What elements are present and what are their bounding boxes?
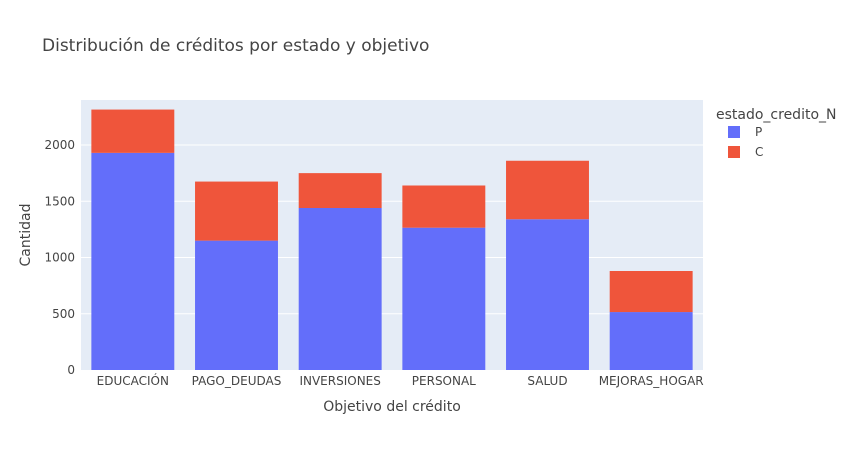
legend-label-p: P (755, 125, 762, 139)
bar-c-3 (298, 173, 382, 208)
bar-c-5 (506, 160, 589, 220)
bar-p-6 (609, 312, 693, 370)
x-tick-label: INVERSIONES (299, 374, 380, 388)
legend: estado_credito_N PC (716, 107, 837, 159)
bar-c-1 (91, 109, 175, 153)
chart-title: Distribución de créditos por estado y ob… (42, 36, 429, 56)
legend-swatch-c (728, 146, 740, 158)
bar-c-6 (609, 271, 693, 313)
x-tick-label: EDUCACIÓN (97, 373, 169, 388)
bar-p-3 (298, 208, 382, 370)
y-tick-label: 2000 (44, 138, 75, 152)
x-tick-label: MEJORAS_HOGAR (599, 374, 704, 388)
x-tick-label: PAGO_DEUDAS (192, 374, 282, 388)
y-ticks: 0 500 1000 1500 2000 (44, 138, 75, 377)
y-tick-label: 500 (52, 307, 75, 321)
bar-p-4 (402, 227, 486, 370)
y-axis-title: Cantidad (18, 204, 34, 267)
x-tick-label: SALUD (527, 374, 567, 388)
x-ticks: EDUCACIÓN PAGO_DEUDAS INVERSIONES PERSONAL S… (97, 373, 704, 388)
bar-c-4 (402, 185, 486, 228)
bars (91, 109, 693, 370)
x-axis-title: Objetivo del crédito (323, 399, 461, 415)
legend-swatch-p (728, 126, 740, 138)
y-tick-label: 1000 (44, 251, 75, 265)
gridlines (81, 144, 703, 315)
y-tick-label: 0 (67, 363, 75, 377)
bar-c-2 (195, 181, 278, 241)
legend-label-c: C (755, 145, 763, 159)
bar-p-2 (195, 240, 278, 370)
legend-title: estado_credito_N (716, 107, 837, 123)
y-tick-label: 1500 (44, 194, 75, 208)
bar-p-1 (91, 152, 175, 370)
bar-p-5 (506, 219, 589, 370)
x-tick-label: PERSONAL (412, 374, 476, 388)
